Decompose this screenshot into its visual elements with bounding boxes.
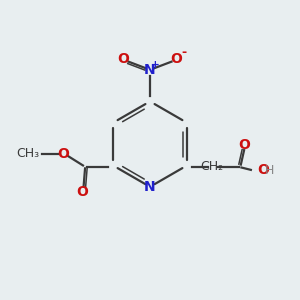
Text: O: O [118,52,129,66]
Text: O: O [257,164,269,178]
Text: O: O [76,185,88,199]
Text: O: O [171,52,182,66]
Text: CH₃: CH₃ [16,147,39,160]
Text: H: H [265,164,274,177]
Text: +: + [151,60,159,70]
Text: -: - [181,46,186,59]
Text: CH₂: CH₂ [200,160,224,173]
Text: O: O [57,147,69,161]
Text: N: N [144,180,156,194]
Text: O: O [238,138,250,152]
Text: N: N [144,64,156,77]
